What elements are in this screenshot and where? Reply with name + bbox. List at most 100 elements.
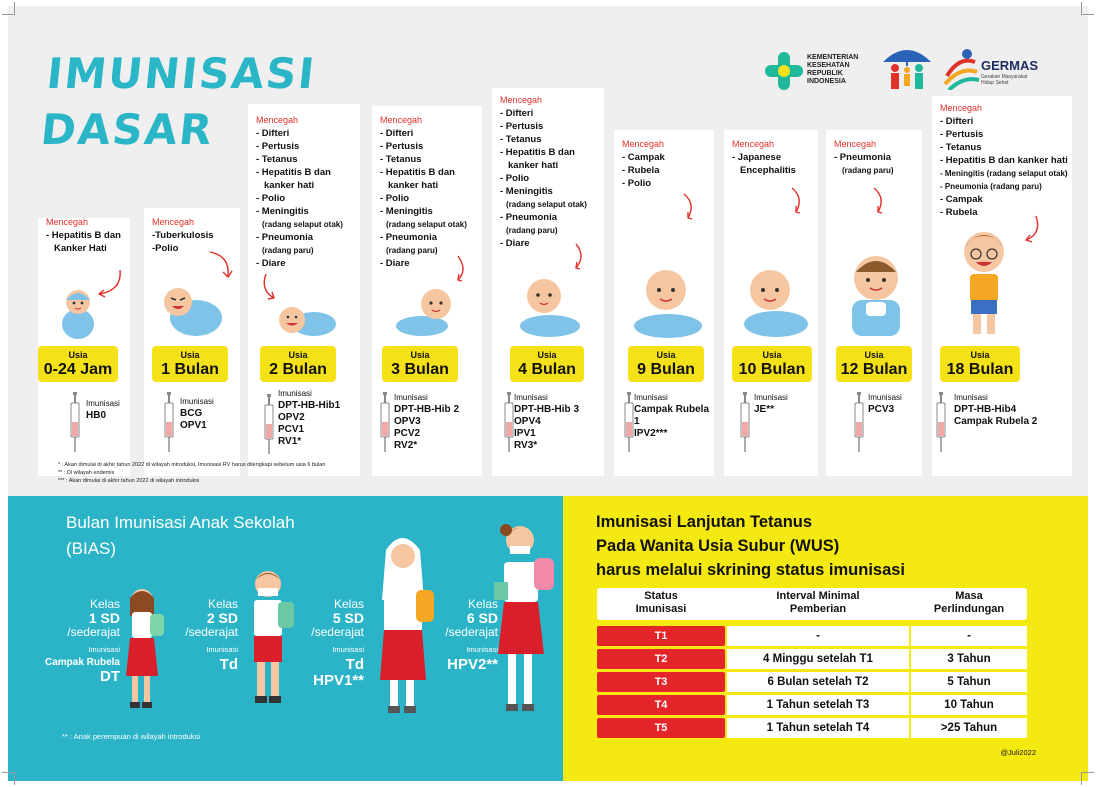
- lying-baby-icon: [279, 307, 336, 336]
- umbrella-family-icon: [883, 50, 931, 89]
- prevent-item: - Campak: [622, 152, 665, 163]
- age-badge: Usia 2 Bulan: [260, 346, 336, 382]
- prevents-list: Mencegah - Difteri - Pertusis - Tetanus …: [380, 114, 467, 270]
- logos: KEMENTERIAN KESEHATAN REPUBLIK INDONESIA: [763, 40, 1053, 100]
- credit-date: @Juli2022: [1000, 748, 1036, 757]
- vaccine-item: DPT-HB-Hib 2: [394, 404, 459, 415]
- age-value: 10 Bulan: [738, 361, 806, 378]
- status-cell: T2: [597, 649, 725, 669]
- header-interval: Interval Minimal Pemberian: [776, 590, 860, 615]
- germas-mark-icon: [943, 49, 980, 92]
- status-cell: T1: [597, 626, 725, 646]
- schoolgirl-1-icon: [126, 589, 164, 708]
- tummy-time-baby-icon: [396, 289, 451, 336]
- prevent-item: - Japanese: [732, 152, 782, 163]
- grade-1-sd: Kelas 1 SD /sederajat Imunisasi Campak R…: [28, 598, 120, 685]
- prevent-item: (radang paru): [262, 246, 314, 255]
- age-label: Usia: [410, 350, 430, 360]
- prevent-item: - Difteri: [940, 116, 974, 127]
- masa-cell: 10 Tahun: [911, 695, 1027, 715]
- masa-cell: 3 Tahun: [911, 649, 1027, 669]
- age-value: 12 Bulan: [840, 361, 908, 378]
- prevent-item: (radang paru): [506, 226, 558, 235]
- age-column-0-24-jam: Mencegah - Hepatitis B dan Kanker Hati U…: [38, 6, 130, 476]
- footnotes: * : Akan dimulai di akhir tahun 2022 di …: [58, 461, 325, 485]
- prevents-list: Mencegah -Tuberkulosis -Polio: [152, 216, 214, 255]
- prevent-item: - Difteri: [500, 108, 534, 119]
- interval-cell: 1 Tahun setelah T3: [727, 695, 909, 715]
- curved-arrow-icon: [263, 273, 275, 300]
- prevent-item: Kanker Hati: [54, 243, 107, 254]
- footnote: *** : Akan dimulai di akhir tahun 2022 d…: [58, 478, 200, 484]
- syringe-icon: [164, 392, 174, 452]
- age-value: 9 Bulan: [637, 361, 695, 378]
- hijab-schoolgirl-icon: [380, 538, 434, 713]
- age-badge: Usia 12 Bulan: [836, 346, 912, 382]
- sederajat-label: /sederajat: [445, 625, 498, 639]
- prevent-item: - Tetanus: [500, 134, 542, 145]
- prevent-item: - Diare: [256, 258, 286, 269]
- prevent-item: (radang paru): [386, 246, 438, 255]
- vaccine-item: IPV1: [514, 428, 536, 439]
- vaccine-list: Imunisasi JE**: [754, 392, 788, 416]
- age-value: 4 Bulan: [518, 361, 576, 378]
- kemenkes-mark-icon: [765, 52, 803, 90]
- germas-subtext: Gerakan Masyarakat Hidup Sehat: [981, 74, 1028, 86]
- age-badge: Usia 10 Bulan: [732, 346, 812, 382]
- vaccine-item: Td: [219, 656, 238, 673]
- age-label: Usia: [537, 350, 557, 360]
- grade-2-sd: Kelas 2 SD /sederajat Imunisasi Td: [158, 598, 238, 673]
- age-badge: Usia 18 Bulan: [940, 346, 1020, 382]
- age-label: Usia: [864, 350, 884, 360]
- table-row: T2 4 Minggu setelah T1 3 Tahun: [597, 649, 1027, 669]
- standing-child-icon: [964, 232, 1004, 334]
- vaccine-item: DPT-HB-Hib 3: [514, 404, 579, 415]
- crop-mark: [2, 2, 15, 15]
- syringe-icon: [264, 394, 274, 454]
- prevent-item: - Pertusis: [256, 141, 300, 152]
- age-label: Usia: [762, 350, 782, 360]
- prevent-item: - Pneumonia: [834, 152, 892, 163]
- grade-5-sd: Kelas 5 SD /sederajat Imunisasi Td HPV1*…: [278, 598, 364, 689]
- prevent-item: - Meningitis (radang selaput otak): [940, 169, 1068, 178]
- age-label: Usia: [68, 350, 88, 360]
- curved-arrow-icon: [209, 251, 233, 279]
- imm-label: Imunisasi: [634, 393, 668, 402]
- age-column-10-bulan: Mencegah - Japanese Encephalitis Usia 10…: [724, 6, 818, 476]
- age-value: 18 Bulan: [946, 361, 1014, 378]
- vaccine-item: IPV2***: [634, 428, 668, 439]
- kelas-label: Kelas: [467, 597, 498, 611]
- bias-title: Bulan Imunisasi Anak Sekolah (BIAS): [66, 510, 295, 562]
- syringe-icon: [380, 392, 390, 452]
- table-row: T5 1 Tahun setelah T4 >25 Tahun: [597, 718, 1027, 738]
- curved-arrow-icon: [683, 193, 693, 220]
- vaccine-item: PCV1: [278, 424, 305, 435]
- prevent-item: - Pertusis: [380, 141, 424, 152]
- footnote: ** : Di wilayah endemis: [58, 470, 115, 476]
- prevent-item: - Meningitis: [256, 206, 309, 217]
- prevent-label: Mencegah: [834, 139, 877, 149]
- header-status: Status Imunisasi: [635, 590, 687, 615]
- prevent-item: - Hepatitis B dan kanker hati: [940, 155, 1068, 166]
- prevent-item: - Pneumonia: [380, 232, 438, 243]
- prevent-item: - Polio: [622, 178, 652, 189]
- syringe-icon: [854, 392, 864, 452]
- age-badge: Usia 1 Bulan: [152, 346, 228, 382]
- age-column-12-bulan: Mencegah - Pneumonia (radang paru) Usia …: [826, 6, 922, 476]
- prevent-item: - Hepatitis B dan: [380, 167, 455, 178]
- imm-label: Imunisasi: [180, 397, 214, 406]
- vaccine-list: Imunisasi Campak Rubela 1 IPV2***: [634, 392, 714, 440]
- imm-label: Imunisasi: [394, 393, 428, 402]
- footnote: * : Akan dimulai di akhir tahun 2022 di …: [58, 462, 326, 468]
- kemenkes-logo: KEMENTERIAN KESEHATAN REPUBLIK INDONESIA: [763, 50, 873, 92]
- prevent-item: - Diare: [500, 238, 530, 249]
- grade-6-sd: Kelas 6 SD /sederajat Imunisasi HPV2**: [408, 598, 498, 673]
- vaccine-list: Imunisasi DPT-HB-Hib4 Campak Rubela 2: [954, 392, 1037, 428]
- prevent-item: - Meningitis: [380, 206, 433, 217]
- swaddled-newborn-icon: [62, 290, 94, 339]
- schoolgirl-6-icon: [494, 524, 554, 711]
- kelas-label: Kelas: [89, 597, 120, 611]
- prevent-item: - Campak: [940, 194, 983, 205]
- table-header: Status Imunisasi Interval Minimal Pember…: [597, 588, 1027, 620]
- grade-value: 2 SD: [206, 610, 238, 626]
